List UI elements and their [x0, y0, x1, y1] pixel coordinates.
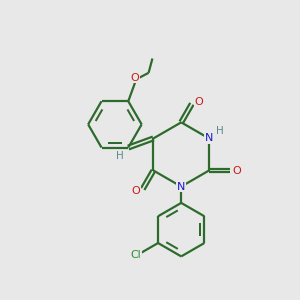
Text: O: O — [232, 166, 241, 176]
Text: H: H — [116, 151, 124, 161]
Text: H: H — [216, 126, 224, 136]
Text: O: O — [132, 185, 140, 196]
Text: O: O — [194, 97, 203, 107]
Text: Cl: Cl — [130, 250, 141, 260]
Text: N: N — [205, 134, 213, 143]
Text: O: O — [131, 73, 140, 83]
Text: N: N — [177, 182, 185, 192]
